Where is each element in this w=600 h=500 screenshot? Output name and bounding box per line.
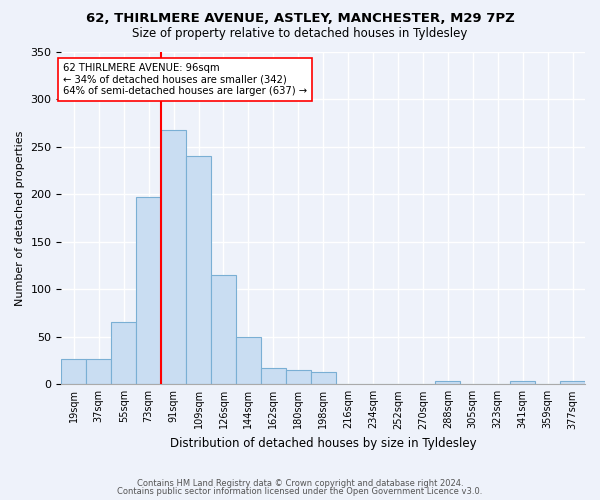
- Bar: [286, 370, 311, 384]
- Text: Contains HM Land Registry data © Crown copyright and database right 2024.: Contains HM Land Registry data © Crown c…: [137, 478, 463, 488]
- Bar: [111, 322, 136, 384]
- Bar: [436, 382, 460, 384]
- Bar: [136, 197, 161, 384]
- Bar: [236, 337, 261, 384]
- Text: Contains public sector information licensed under the Open Government Licence v3: Contains public sector information licen…: [118, 487, 482, 496]
- Text: 62, THIRLMERE AVENUE, ASTLEY, MANCHESTER, M29 7PZ: 62, THIRLMERE AVENUE, ASTLEY, MANCHESTER…: [86, 12, 514, 26]
- Text: 62 THIRLMERE AVENUE: 96sqm
← 34% of detached houses are smaller (342)
64% of sem: 62 THIRLMERE AVENUE: 96sqm ← 34% of deta…: [62, 63, 307, 96]
- Bar: [510, 380, 535, 384]
- Bar: [261, 368, 286, 384]
- Text: Size of property relative to detached houses in Tyldesley: Size of property relative to detached ho…: [133, 28, 467, 40]
- Y-axis label: Number of detached properties: Number of detached properties: [15, 130, 25, 306]
- X-axis label: Distribution of detached houses by size in Tyldesley: Distribution of detached houses by size …: [170, 437, 476, 450]
- Bar: [161, 130, 186, 384]
- Bar: [211, 275, 236, 384]
- Bar: [560, 382, 585, 384]
- Bar: [86, 358, 111, 384]
- Bar: [311, 372, 335, 384]
- Bar: [61, 358, 86, 384]
- Bar: [186, 156, 211, 384]
